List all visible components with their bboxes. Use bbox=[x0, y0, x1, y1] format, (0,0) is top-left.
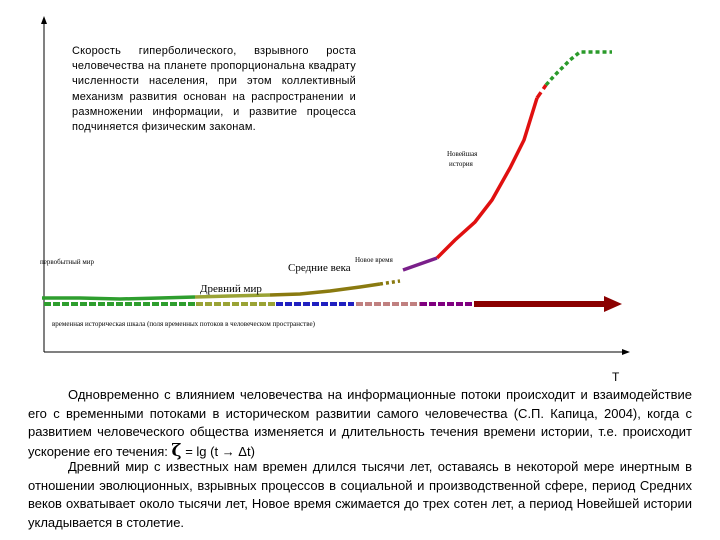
label-middle-ages: Средние века bbox=[288, 262, 351, 274]
formula: = lg (t → Δt) bbox=[181, 443, 255, 459]
zeta-symbol: ζ bbox=[171, 440, 182, 461]
paragraph-1-text: Одновременно с влиянием человечества на … bbox=[28, 387, 692, 459]
x-axis-arrowhead bbox=[622, 349, 630, 355]
new-time-curve bbox=[402, 256, 438, 272]
label-time-scale: временная историческая шкала (поля време… bbox=[52, 320, 315, 328]
middle-ages-dotted bbox=[379, 279, 401, 286]
paragraph-1: Одновременно с влиянием человечества на … bbox=[28, 386, 692, 461]
label-ancient: Древний мир bbox=[200, 283, 262, 295]
y-axis-arrowhead bbox=[41, 16, 47, 24]
label-primordial: первобытный мир bbox=[40, 258, 95, 266]
label-newest-2: история bbox=[449, 160, 473, 168]
middle-ages-curve bbox=[269, 282, 381, 297]
primordial-curve bbox=[42, 295, 196, 301]
history-diagram bbox=[41, 16, 630, 355]
newest-dashed bbox=[535, 84, 548, 99]
label-new-time: Новое время bbox=[355, 256, 393, 264]
kapitsa-quote: Скорость гиперболического, взрывного рос… bbox=[72, 45, 356, 134]
paragraph-2: Древний мир с известных нам времен длилс… bbox=[28, 459, 692, 530]
x-axis-label: T bbox=[612, 370, 620, 384]
newest-curve bbox=[435, 97, 539, 260]
label-newest-1: Новейшая bbox=[447, 150, 478, 158]
future-dotted bbox=[544, 50, 612, 87]
band-arrowhead bbox=[604, 296, 622, 312]
ancient-curve bbox=[194, 293, 271, 299]
